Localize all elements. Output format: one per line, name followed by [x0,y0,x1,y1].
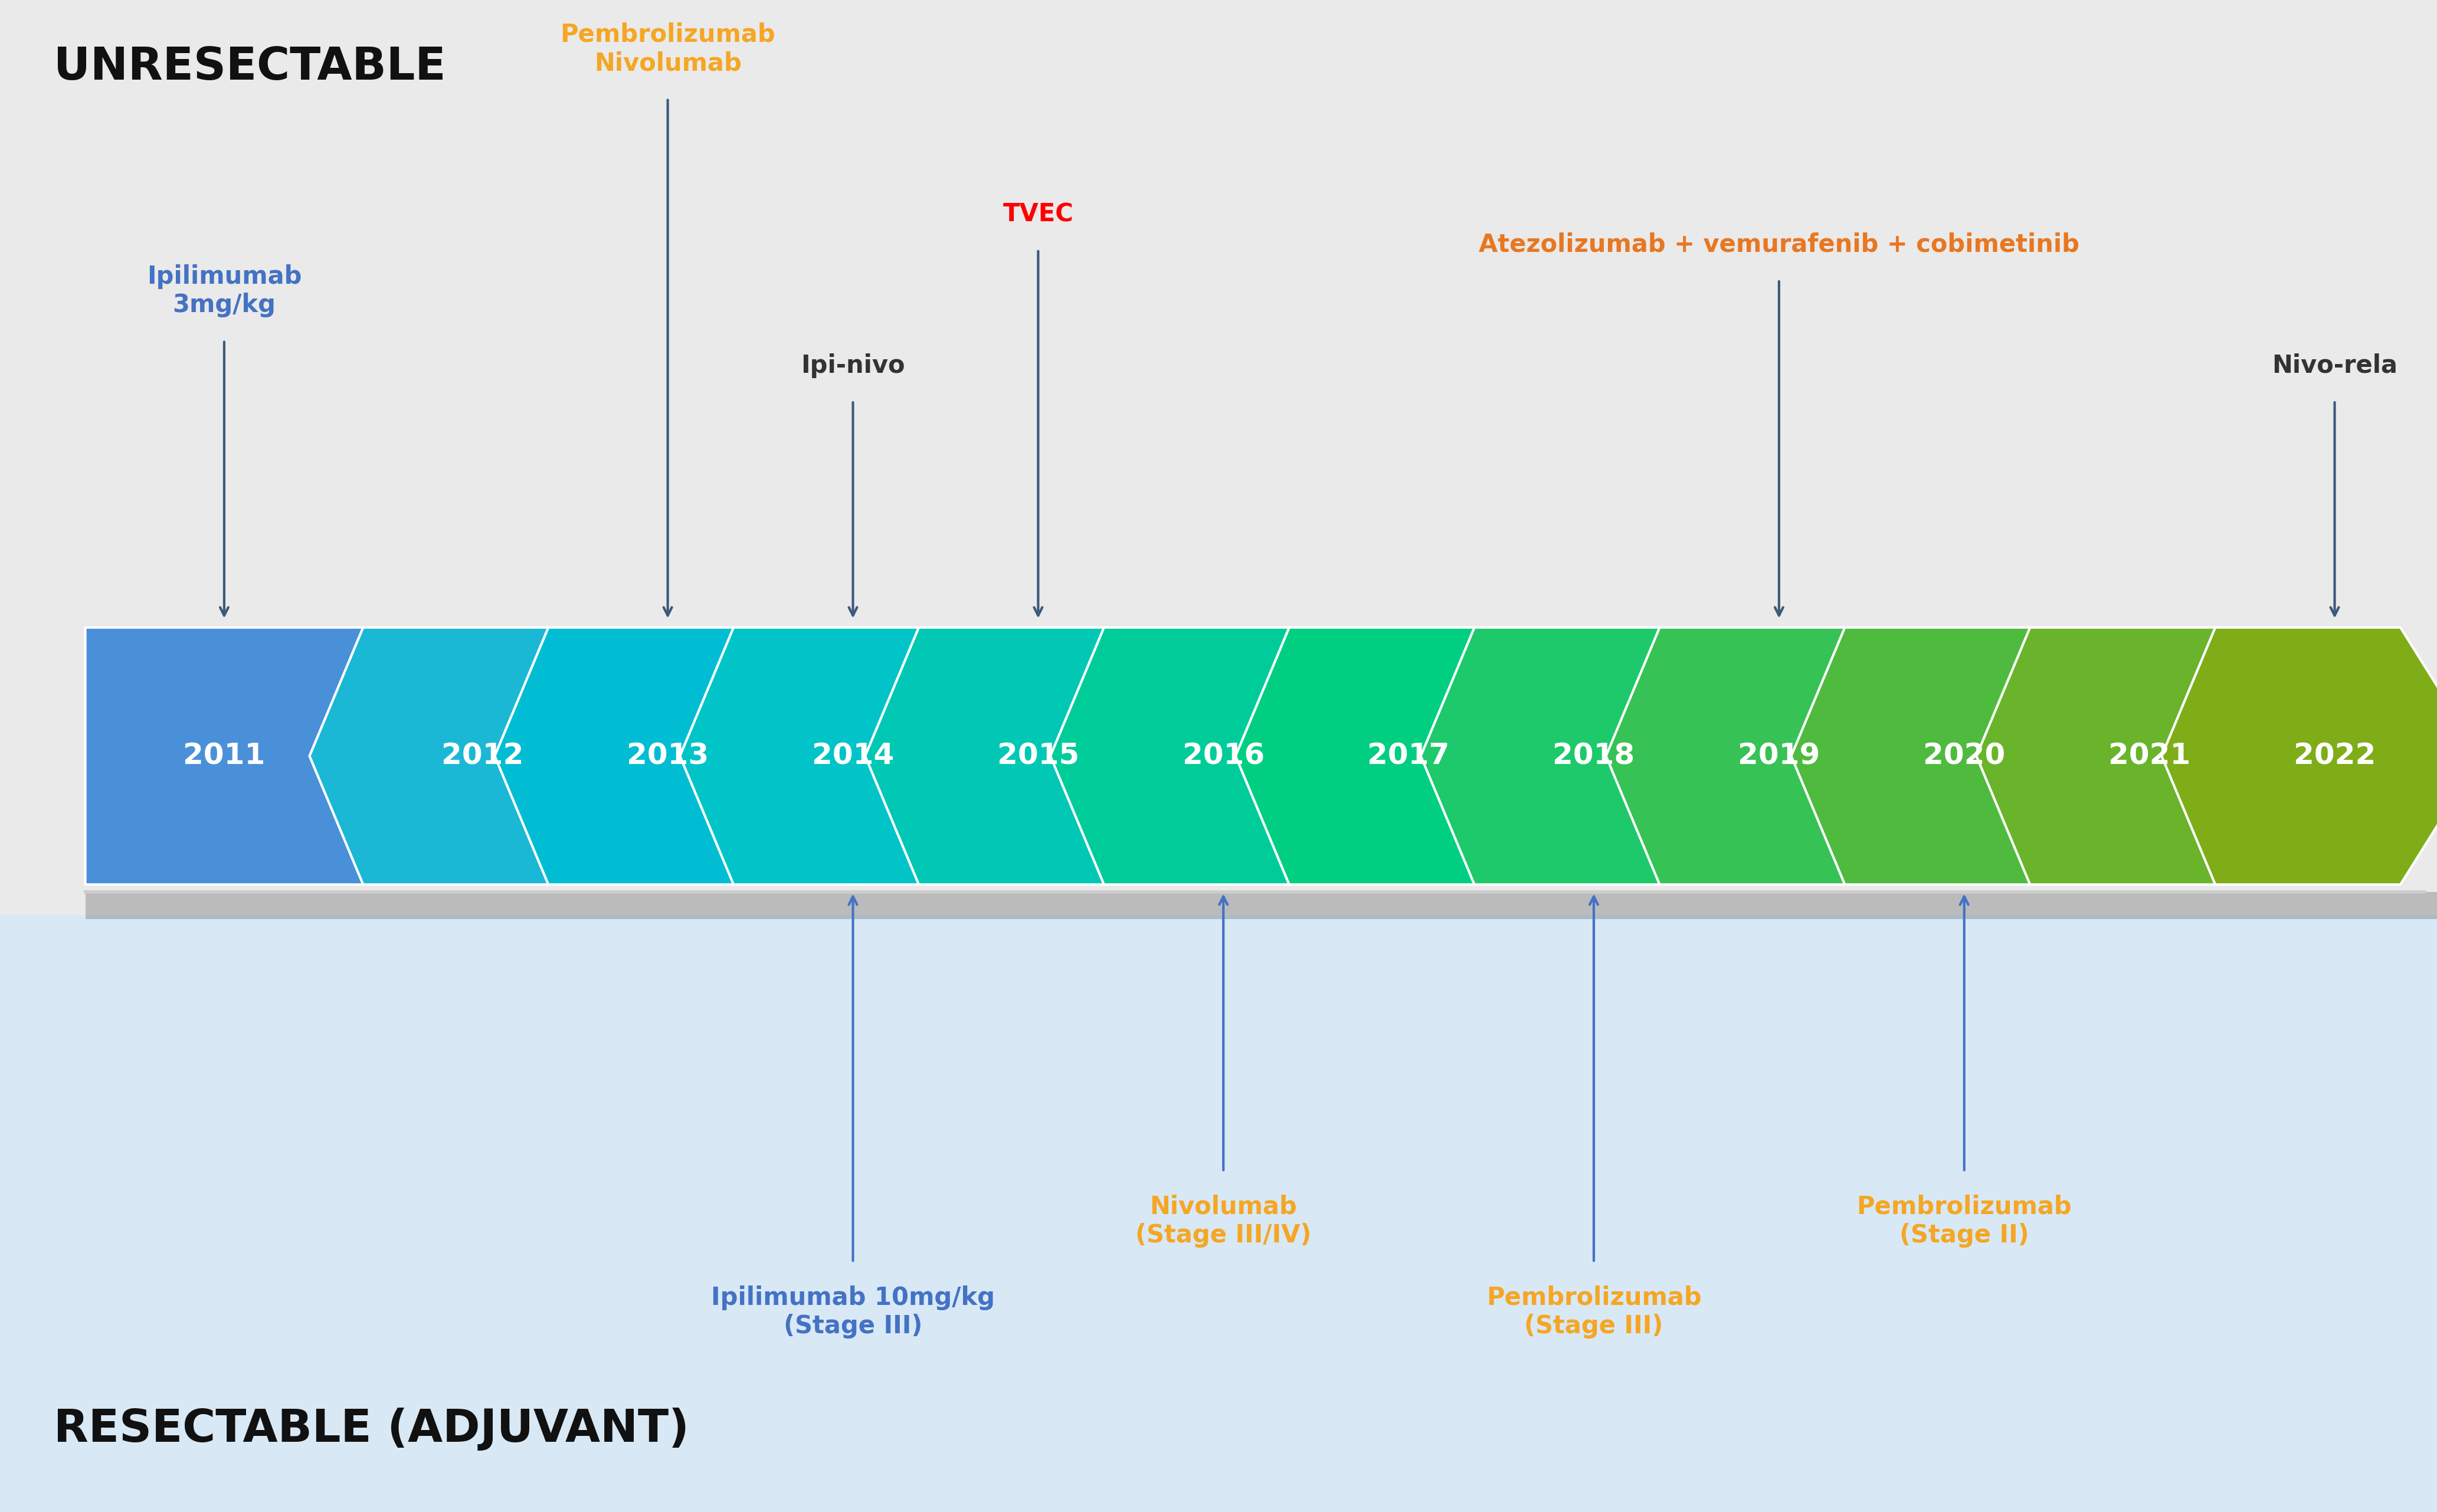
Text: Nivolumab
(Stage III/IV): Nivolumab (Stage III/IV) [1136,1194,1311,1247]
Polygon shape [1606,627,1898,885]
Polygon shape [309,627,602,885]
Text: 2015: 2015 [997,742,1080,770]
Polygon shape [495,627,787,885]
Polygon shape [865,627,1158,885]
Text: Pembrolizumab
Nivolumab: Pembrolizumab Nivolumab [561,23,775,76]
Text: 2017: 2017 [1367,742,1450,770]
Text: UNRESECTABLE: UNRESECTABLE [54,45,446,89]
Text: Pembrolizumab
(Stage III): Pembrolizumab (Stage III) [1487,1285,1701,1338]
Text: 2018: 2018 [1552,742,1635,770]
Text: Nivo-rela: Nivo-rela [2271,354,2398,378]
Text: 2014: 2014 [812,742,894,770]
Polygon shape [85,627,417,885]
Polygon shape [680,627,972,885]
Text: 2019: 2019 [1738,742,1820,770]
Text: Atezolizumab + vemurafenib + cobimetinib: Atezolizumab + vemurafenib + cobimetinib [1479,233,2079,257]
FancyBboxPatch shape [0,915,2437,1512]
Text: TVEC: TVEC [1002,203,1075,227]
Text: Ipilimumab 10mg/kg
(Stage III): Ipilimumab 10mg/kg (Stage III) [712,1285,994,1338]
Text: 2016: 2016 [1182,742,1265,770]
FancyBboxPatch shape [0,0,2437,915]
Text: 2020: 2020 [1923,742,2006,770]
Polygon shape [1791,627,2084,885]
Text: 2021: 2021 [2108,742,2191,770]
FancyBboxPatch shape [85,892,2437,919]
Text: Ipi-nivo: Ipi-nivo [802,354,904,378]
Polygon shape [1421,627,1713,885]
Text: 2013: 2013 [626,742,709,770]
Polygon shape [2162,627,2437,885]
Text: 2022: 2022 [2293,742,2376,770]
Text: 2012: 2012 [441,742,524,770]
Text: Ipilimumab
3mg/kg: Ipilimumab 3mg/kg [146,265,302,318]
Polygon shape [1976,627,2269,885]
Text: 2011: 2011 [183,742,266,770]
Text: Pembrolizumab
(Stage II): Pembrolizumab (Stage II) [1857,1194,2071,1247]
Polygon shape [1236,627,1528,885]
Polygon shape [1050,627,1343,885]
Text: RESECTABLE (ADJUVANT): RESECTABLE (ADJUVANT) [54,1408,690,1452]
